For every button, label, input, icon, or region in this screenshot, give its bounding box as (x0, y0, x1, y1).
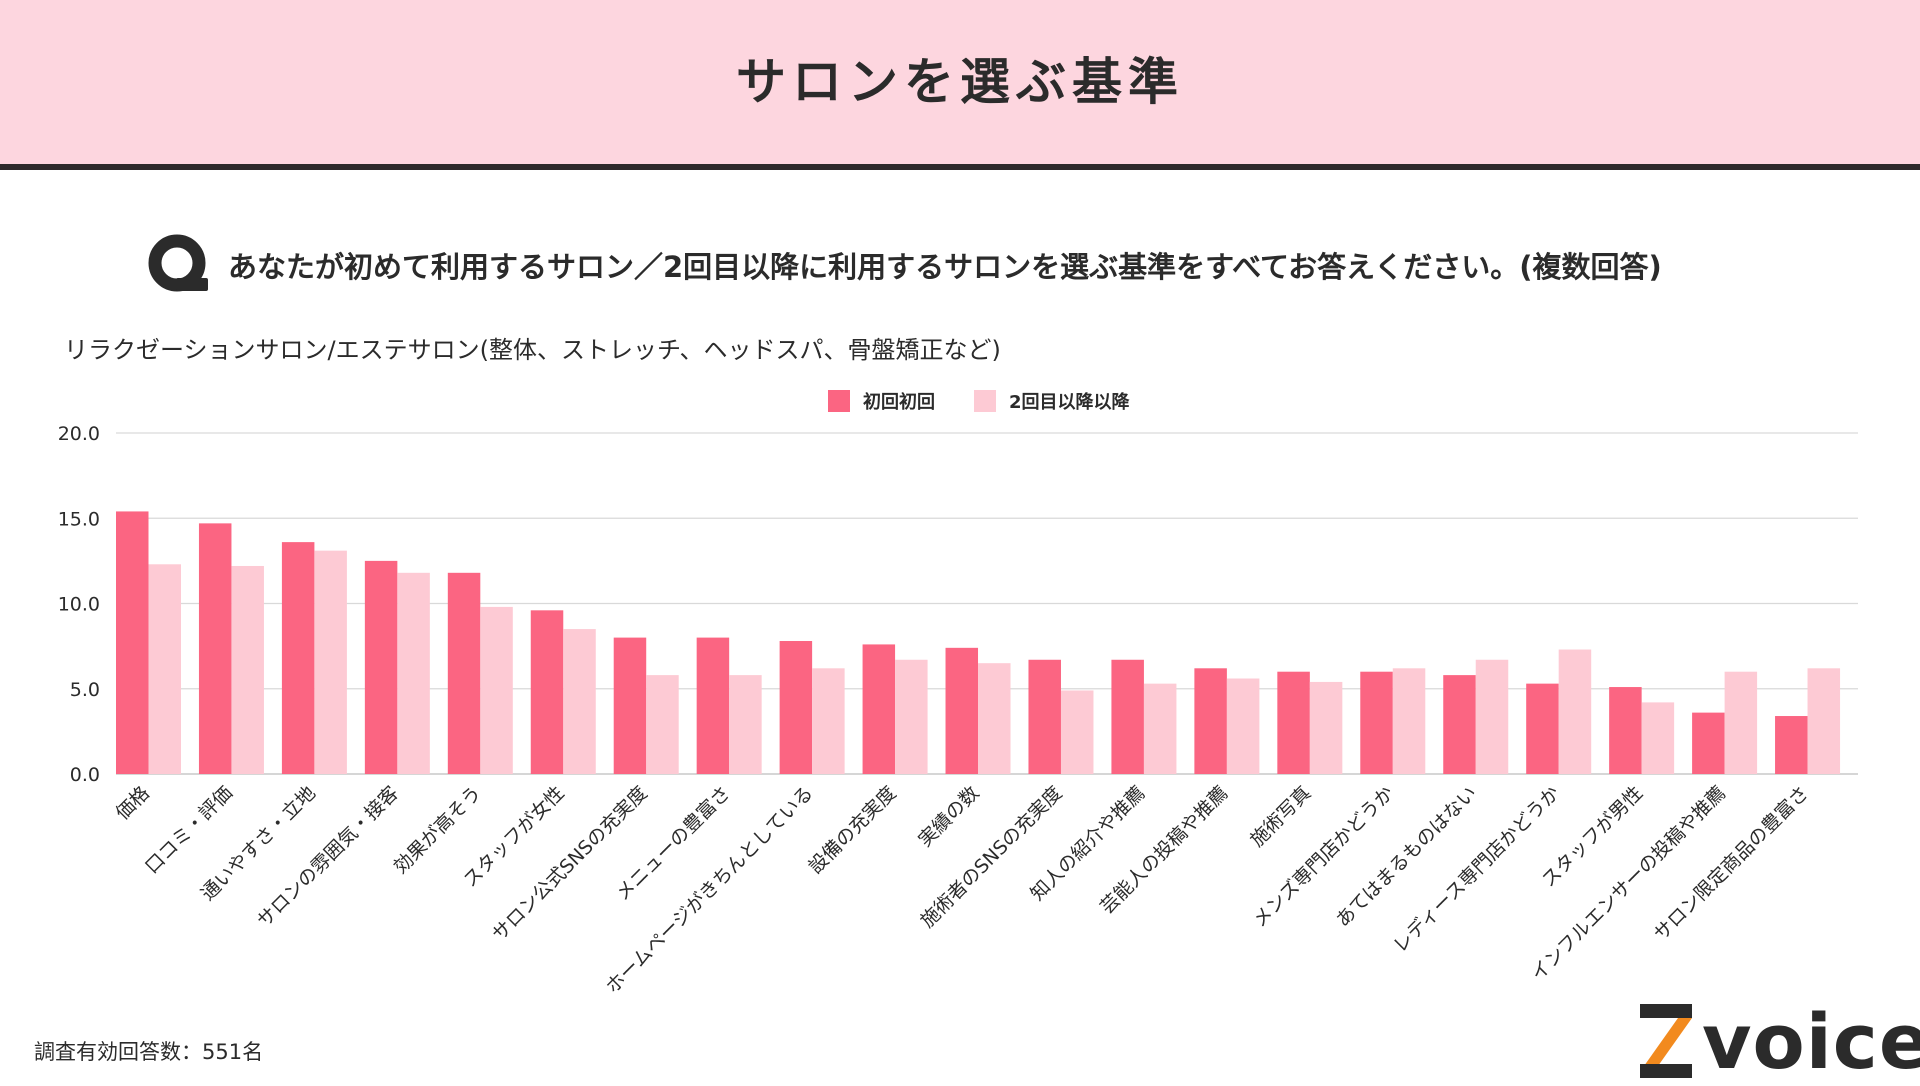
bar-second-visit (1641, 702, 1675, 774)
x-axis-labels: 価格口コミ・評価通いやすさ・立地サロンの雰囲気・接客効果が高そうスタッフが女性サ… (112, 782, 1813, 998)
bar-second-visit (314, 550, 347, 774)
bar-second-visit (1807, 668, 1841, 774)
legend: 初回初回 2回目以降以降 (828, 390, 1131, 413)
bar-second-visit (1558, 649, 1592, 774)
x-tick-label: 施術写真 (1246, 782, 1315, 851)
page-title: サロンを選ぶ基準 (736, 53, 1184, 111)
bar-first-visit (1194, 668, 1227, 774)
x-tick-label: 価格 (112, 782, 154, 824)
y-tick-label: 0.0 (70, 764, 100, 786)
bar-second-visit (1143, 683, 1177, 774)
bar-first-visit (1360, 671, 1393, 774)
bar-first-visit (862, 644, 896, 774)
x-tick-label: サロン限定商品の豊富さ (1650, 782, 1813, 945)
bar-second-visit (1060, 690, 1094, 774)
bar-first-visit (945, 647, 979, 774)
bar-first-visit (1692, 712, 1725, 774)
question-block: あなたが初めて利用するサロン／2回目以降に利用するサロンを選ぶ基準をすべてお答え… (146, 232, 1662, 298)
bar-first-visit (116, 511, 149, 774)
legend-label: 2回目以降以降 (1009, 391, 1131, 413)
y-tick-label: 15.0 (58, 508, 100, 530)
bar-first-visit (1111, 659, 1144, 774)
bar-first-visit (1775, 716, 1808, 774)
bar-second-visit (978, 663, 1011, 774)
bar-first-visit (779, 641, 813, 774)
x-tick-label: サロンの雰囲気・接客 (253, 782, 403, 932)
x-tick-label: サロン公式SNSの充実度 (488, 782, 652, 946)
bar-second-visit (646, 675, 679, 774)
bar-second-visit (1475, 659, 1509, 774)
x-tick-label: あてはまるものはない (1332, 782, 1481, 931)
x-tick-label: 設備の充実度 (804, 782, 900, 878)
bar-first-visit (1609, 687, 1642, 774)
x-tick-label: 施術者のSNSの充実度 (916, 782, 1066, 932)
legend-swatch (974, 390, 996, 412)
bar-first-visit (281, 542, 315, 774)
bar-first-visit (1526, 683, 1559, 774)
bar-second-visit (812, 668, 845, 774)
x-tick-label: レディース専門店かどうか (1389, 782, 1564, 957)
bar-second-visit (563, 629, 596, 774)
y-tick-label: 20.0 (58, 423, 100, 445)
bar-first-visit (530, 610, 564, 774)
y-tick-label: 5.0 (70, 679, 100, 701)
header-banner: サロンを選ぶ基準 (0, 0, 1920, 170)
bar-second-visit (1724, 671, 1758, 774)
bar-second-visit (397, 572, 430, 774)
bar-second-visit (895, 659, 928, 774)
bar-layer (116, 511, 1841, 774)
bar-second-visit (148, 564, 181, 774)
legend-swatch (828, 390, 850, 412)
z-logo-icon (1640, 1004, 1692, 1078)
chart-subtitle: リラクゼーションサロン/エステサロン(整体、ストレッチ、ヘッドスパ、骨盤矯正など… (64, 336, 1001, 364)
bar-second-visit (729, 675, 762, 774)
bar-first-visit (447, 572, 481, 774)
bar-second-visit (1226, 678, 1260, 774)
x-tick-label: 実績の数 (914, 782, 983, 851)
bar-second-visit (1309, 681, 1343, 774)
bar-chart: 0.0 5.0 10.0 15.0 20.0 価格口コミ・評価通いやすさ・立地サロンの雰… (58, 390, 1858, 998)
y-tick-label: 10.0 (58, 594, 100, 616)
bar-first-visit (364, 560, 398, 774)
bar-second-visit (480, 606, 513, 774)
bar-first-visit (1028, 659, 1061, 774)
bar-first-visit (1277, 671, 1310, 774)
bar-first-visit (198, 523, 232, 774)
bar-second-visit (231, 565, 264, 774)
bar-second-visit (1392, 668, 1426, 774)
x-tick-label: メンズ専門店かどうか (1249, 782, 1399, 932)
legend-label: 初回初回 (863, 391, 935, 413)
bar-first-visit (1443, 675, 1476, 774)
bar-first-visit (613, 637, 647, 774)
question-q-icon (148, 234, 208, 292)
question-text: あなたが初めて利用するサロン／2回目以降に利用するサロンを選ぶ基準をすべてお答え… (228, 250, 1662, 284)
zvoice-logo: voice (1636, 998, 1920, 1080)
logo-wordmark: voice (1702, 997, 1920, 1086)
y-axis-ticks: 0.0 5.0 10.0 15.0 20.0 (58, 423, 100, 786)
respondent-count-note: 調査有効回答数：551名 (34, 1040, 264, 1064)
bar-first-visit (696, 637, 730, 774)
